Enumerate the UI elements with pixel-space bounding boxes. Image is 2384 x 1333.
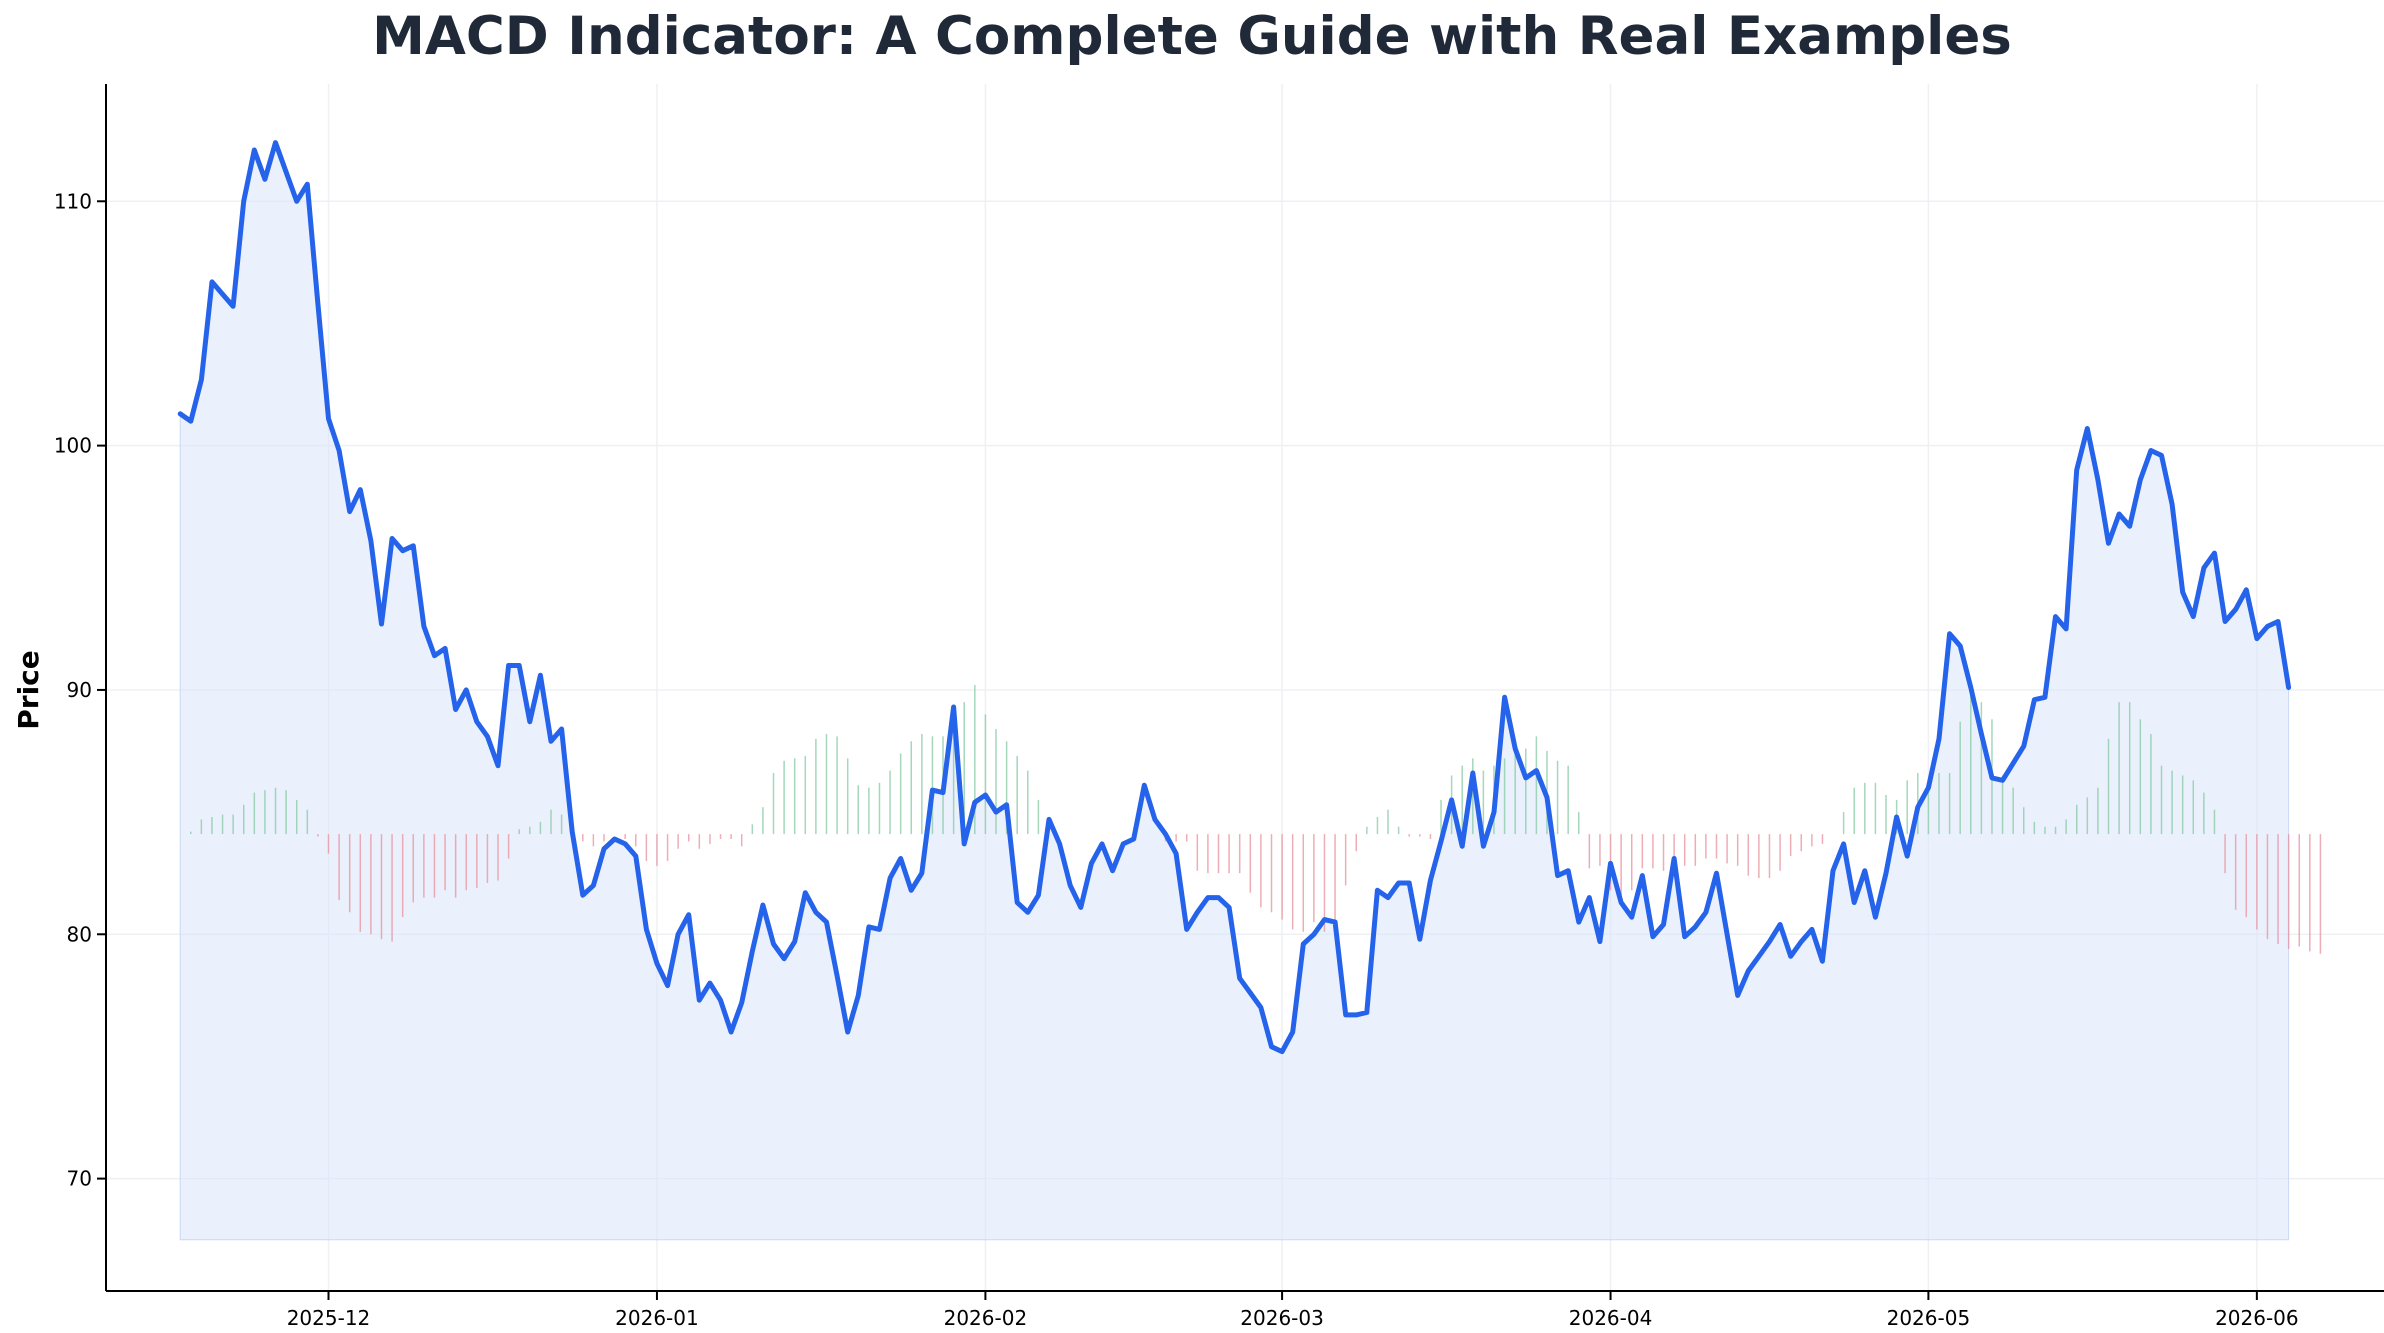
chart-title: MACD Indicator: A Complete Guide with Re… (372, 6, 2012, 67)
y-axis-title: Price (12, 650, 45, 730)
x-tick-label: 2026-05 (1887, 1306, 1971, 1330)
y-tick-label: 80 (67, 922, 92, 946)
y-tick-label: 110 (54, 189, 92, 213)
x-tick-label: 2025-12 (287, 1306, 371, 1330)
x-tick-label: 2026-01 (615, 1306, 699, 1330)
ticks-layer: 70 80 90 100 110 2025-12 2026-01 2026-02 2026-03… (54, 189, 2299, 1330)
price-line-layer (177, 140, 2292, 1055)
x-tick-label: 2026-06 (2215, 1306, 2299, 1330)
y-tick-label: 70 (67, 1167, 92, 1191)
x-tick-label: 2026-02 (944, 1306, 1028, 1330)
x-tick-label: 2026-03 (1240, 1306, 1324, 1330)
y-tick-label: 90 (67, 678, 92, 702)
y-tick-label: 100 (54, 434, 92, 458)
price-line (177, 140, 2292, 1055)
x-tick-label: 2026-04 (1569, 1306, 1653, 1330)
axes-layer (105, 84, 2384, 1292)
